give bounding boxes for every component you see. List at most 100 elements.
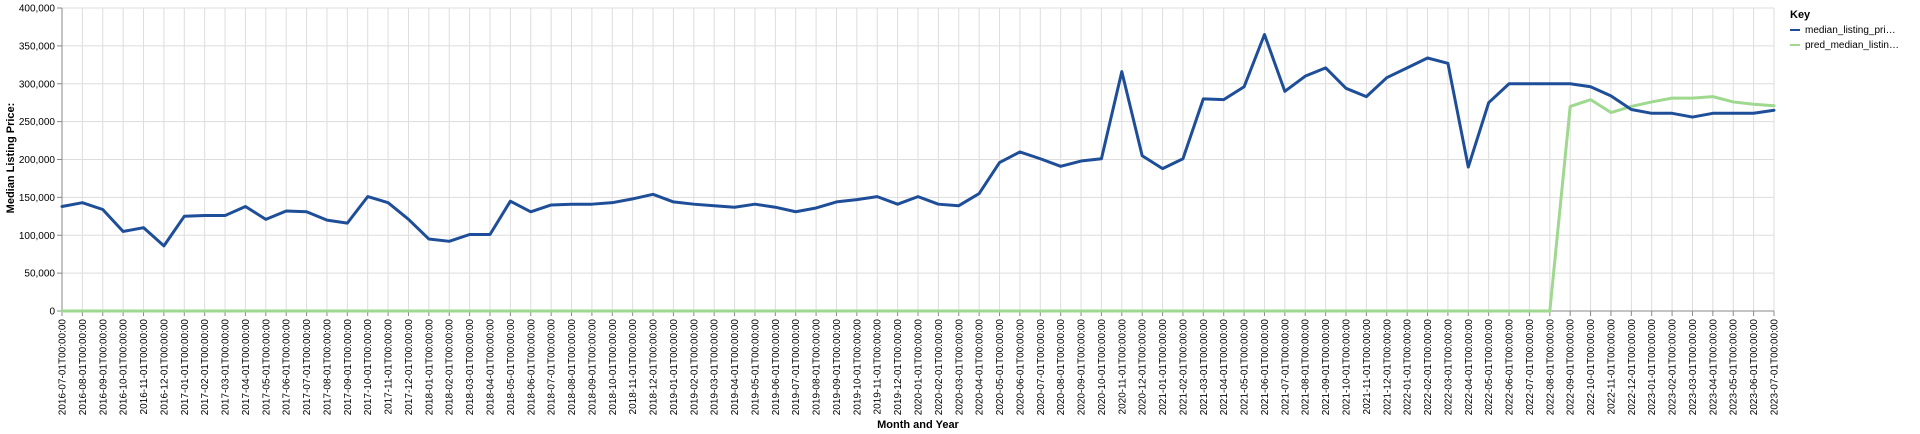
x-tick-label: 2017-10-01T00:00:00 bbox=[363, 319, 374, 416]
x-tick-label: 2020-02-01T00:00:00 bbox=[934, 319, 945, 416]
x-tick-label: 2020-07-01T00:00:00 bbox=[1036, 319, 1047, 416]
y-tick-label: 200,000 bbox=[19, 155, 56, 166]
y-tick-label: 100,000 bbox=[19, 231, 56, 242]
y-tick-label: 150,000 bbox=[19, 193, 56, 204]
legend-title: Key bbox=[1790, 9, 1811, 21]
x-tick-label: 2020-06-01T00:00:00 bbox=[1015, 319, 1026, 416]
x-axis-title: Month and Year bbox=[877, 419, 959, 431]
y-tick-label: 250,000 bbox=[19, 117, 56, 128]
x-tick-label: 2020-01-01T00:00:00 bbox=[914, 319, 925, 416]
legend-entry-label: pred_median_listin… bbox=[1805, 40, 1899, 51]
x-tick-label: 2020-09-01T00:00:00 bbox=[1077, 319, 1088, 416]
x-tick-label: 2019-08-01T00:00:00 bbox=[812, 319, 823, 416]
x-tick-label: 2021-07-01T00:00:00 bbox=[1280, 319, 1291, 416]
x-tick-label: 2018-09-01T00:00:00 bbox=[587, 319, 598, 416]
x-tick-label: 2022-12-01T00:00:00 bbox=[1627, 319, 1638, 416]
x-tick-label: 2019-10-01T00:00:00 bbox=[852, 319, 863, 416]
x-tick-label: 2021-02-01T00:00:00 bbox=[1178, 319, 1189, 416]
x-tick-label: 2019-12-01T00:00:00 bbox=[893, 319, 904, 416]
x-tick-label: 2017-11-01T00:00:00 bbox=[384, 319, 395, 415]
x-tick-label: 2021-05-01T00:00:00 bbox=[1240, 319, 1251, 416]
x-tick-label: 2018-05-01T00:00:00 bbox=[506, 319, 517, 416]
y-tick-label: 400,000 bbox=[19, 4, 56, 15]
x-tick-label: 2022-09-01T00:00:00 bbox=[1566, 319, 1577, 416]
x-tick-label: 2022-07-01T00:00:00 bbox=[1525, 319, 1536, 416]
x-tick-label: 2022-11-01T00:00:00 bbox=[1606, 319, 1617, 415]
x-tick-label: 2016-07-01T00:00:00 bbox=[58, 319, 69, 416]
x-tick-label: 2017-12-01T00:00:00 bbox=[404, 319, 415, 416]
x-tick-label: 2017-06-01T00:00:00 bbox=[282, 319, 293, 416]
x-tick-label: 2022-03-01T00:00:00 bbox=[1443, 319, 1454, 416]
x-tick-label: 2020-03-01T00:00:00 bbox=[954, 319, 965, 416]
y-tick-label: 0 bbox=[49, 307, 55, 318]
x-tick-label: 2018-01-01T00:00:00 bbox=[424, 319, 435, 416]
x-tick-label: 2023-05-01T00:00:00 bbox=[1729, 319, 1740, 416]
x-tick-label: 2018-04-01T00:00:00 bbox=[486, 319, 497, 416]
x-tick-label: 2023-07-01T00:00:00 bbox=[1770, 319, 1781, 416]
x-tick-label: 2018-07-01T00:00:00 bbox=[547, 319, 558, 416]
x-tick-label: 2019-05-01T00:00:00 bbox=[750, 319, 761, 416]
x-tick-label: 2022-06-01T00:00:00 bbox=[1505, 319, 1516, 416]
x-tick-label: 2021-04-01T00:00:00 bbox=[1219, 319, 1230, 416]
x-tick-label: 2022-02-01T00:00:00 bbox=[1423, 319, 1434, 416]
x-tick-label: 2021-08-01T00:00:00 bbox=[1301, 319, 1312, 416]
x-tick-label: 2022-04-01T00:00:00 bbox=[1464, 319, 1475, 416]
x-tick-label: 2023-04-01T00:00:00 bbox=[1708, 319, 1719, 416]
x-tick-label: 2021-06-01T00:00:00 bbox=[1260, 319, 1271, 416]
x-tick-label: 2020-04-01T00:00:00 bbox=[975, 319, 986, 416]
x-tick-label: 2020-08-01T00:00:00 bbox=[1056, 319, 1067, 416]
gridlines bbox=[61, 7, 1775, 312]
x-tick-label: 2019-04-01T00:00:00 bbox=[730, 319, 741, 416]
x-tick-label: 2019-03-01T00:00:00 bbox=[710, 319, 721, 416]
x-tick-label: 2021-10-01T00:00:00 bbox=[1342, 319, 1353, 416]
x-tick-label: 2023-02-01T00:00:00 bbox=[1668, 319, 1679, 416]
x-tick-label: 2021-01-01T00:00:00 bbox=[1158, 319, 1169, 416]
x-tick-label: 2019-09-01T00:00:00 bbox=[832, 319, 843, 416]
x-tick-label: 2018-08-01T00:00:00 bbox=[567, 319, 578, 416]
x-tick-label: 2023-06-01T00:00:00 bbox=[1749, 319, 1760, 416]
x-tick-label: 2019-11-01T00:00:00 bbox=[873, 319, 884, 415]
x-tick-label: 2023-03-01T00:00:00 bbox=[1688, 319, 1699, 416]
x-tick-label: 2018-11-01T00:00:00 bbox=[628, 319, 639, 415]
x-tick-label: 2021-09-01T00:00:00 bbox=[1321, 319, 1332, 416]
x-tick-label: 2019-06-01T00:00:00 bbox=[771, 319, 782, 416]
legend: Key median_listing_pri… pred_median_listi… bbox=[1790, 9, 1899, 51]
x-tick-label: 2018-10-01T00:00:00 bbox=[608, 319, 619, 416]
x-tick-label: 2017-08-01T00:00:00 bbox=[322, 319, 333, 416]
series-line-median-listing-price bbox=[60, 33, 1776, 248]
y-axis-title: Median Listing Price: bbox=[5, 103, 17, 214]
x-tick-label: 2021-03-01T00:00:00 bbox=[1199, 319, 1210, 416]
x-tick-label: 2018-06-01T00:00:00 bbox=[526, 319, 537, 416]
x-tick-label: 2017-07-01T00:00:00 bbox=[302, 319, 313, 416]
y-tick-label: 50,000 bbox=[24, 269, 55, 280]
x-tick-label: 2022-08-01T00:00:00 bbox=[1545, 319, 1556, 416]
x-tick-label: 2022-01-01T00:00:00 bbox=[1403, 319, 1414, 416]
x-tick-label: 2021-11-01T00:00:00 bbox=[1362, 319, 1373, 415]
x-tick-label: 2017-04-01T00:00:00 bbox=[241, 319, 252, 416]
series-line-pred-median-listing-price bbox=[60, 95, 1776, 313]
x-tick-label: 2018-03-01T00:00:00 bbox=[465, 319, 476, 416]
x-tick-label: 2018-02-01T00:00:00 bbox=[445, 319, 456, 416]
x-tick-label: 2019-07-01T00:00:00 bbox=[791, 319, 802, 416]
x-tick-label: 2020-10-01T00:00:00 bbox=[1097, 319, 1108, 416]
x-tick-label: 2016-12-01T00:00:00 bbox=[159, 319, 170, 416]
legend-entry-label: median_listing_pri… bbox=[1805, 25, 1896, 36]
y-axis: 0 50,000 100,000 150,000 200,000 250,000 300,0… bbox=[19, 4, 63, 318]
x-tick-label: 2019-01-01T00:00:00 bbox=[669, 319, 680, 416]
x-tick-label: 2017-09-01T00:00:00 bbox=[343, 319, 354, 416]
x-tick-label: 2022-10-01T00:00:00 bbox=[1586, 319, 1597, 416]
x-tick-label: 2023-01-01T00:00:00 bbox=[1647, 319, 1658, 416]
y-tick-label: 350,000 bbox=[19, 41, 56, 52]
series-layer bbox=[60, 33, 1776, 313]
x-tick-label: 2016-10-01T00:00:00 bbox=[119, 319, 130, 416]
y-tick-label: 300,000 bbox=[19, 79, 56, 90]
x-tick-label: 2020-11-01T00:00:00 bbox=[1117, 319, 1128, 415]
x-tick-label: 2017-01-01T00:00:00 bbox=[180, 319, 191, 416]
x-tick-label: 2017-03-01T00:00:00 bbox=[221, 319, 232, 416]
x-tick-label: 2017-05-01T00:00:00 bbox=[261, 319, 272, 416]
x-tick-label: 2016-11-01T00:00:00 bbox=[139, 319, 150, 415]
x-tick-label: 2021-12-01T00:00:00 bbox=[1382, 319, 1393, 416]
x-tick-label: 2016-09-01T00:00:00 bbox=[98, 319, 109, 416]
x-axis: 2016-07-01T00:00:00 2016-08-01T00:00:00 20… bbox=[58, 310, 1781, 416]
